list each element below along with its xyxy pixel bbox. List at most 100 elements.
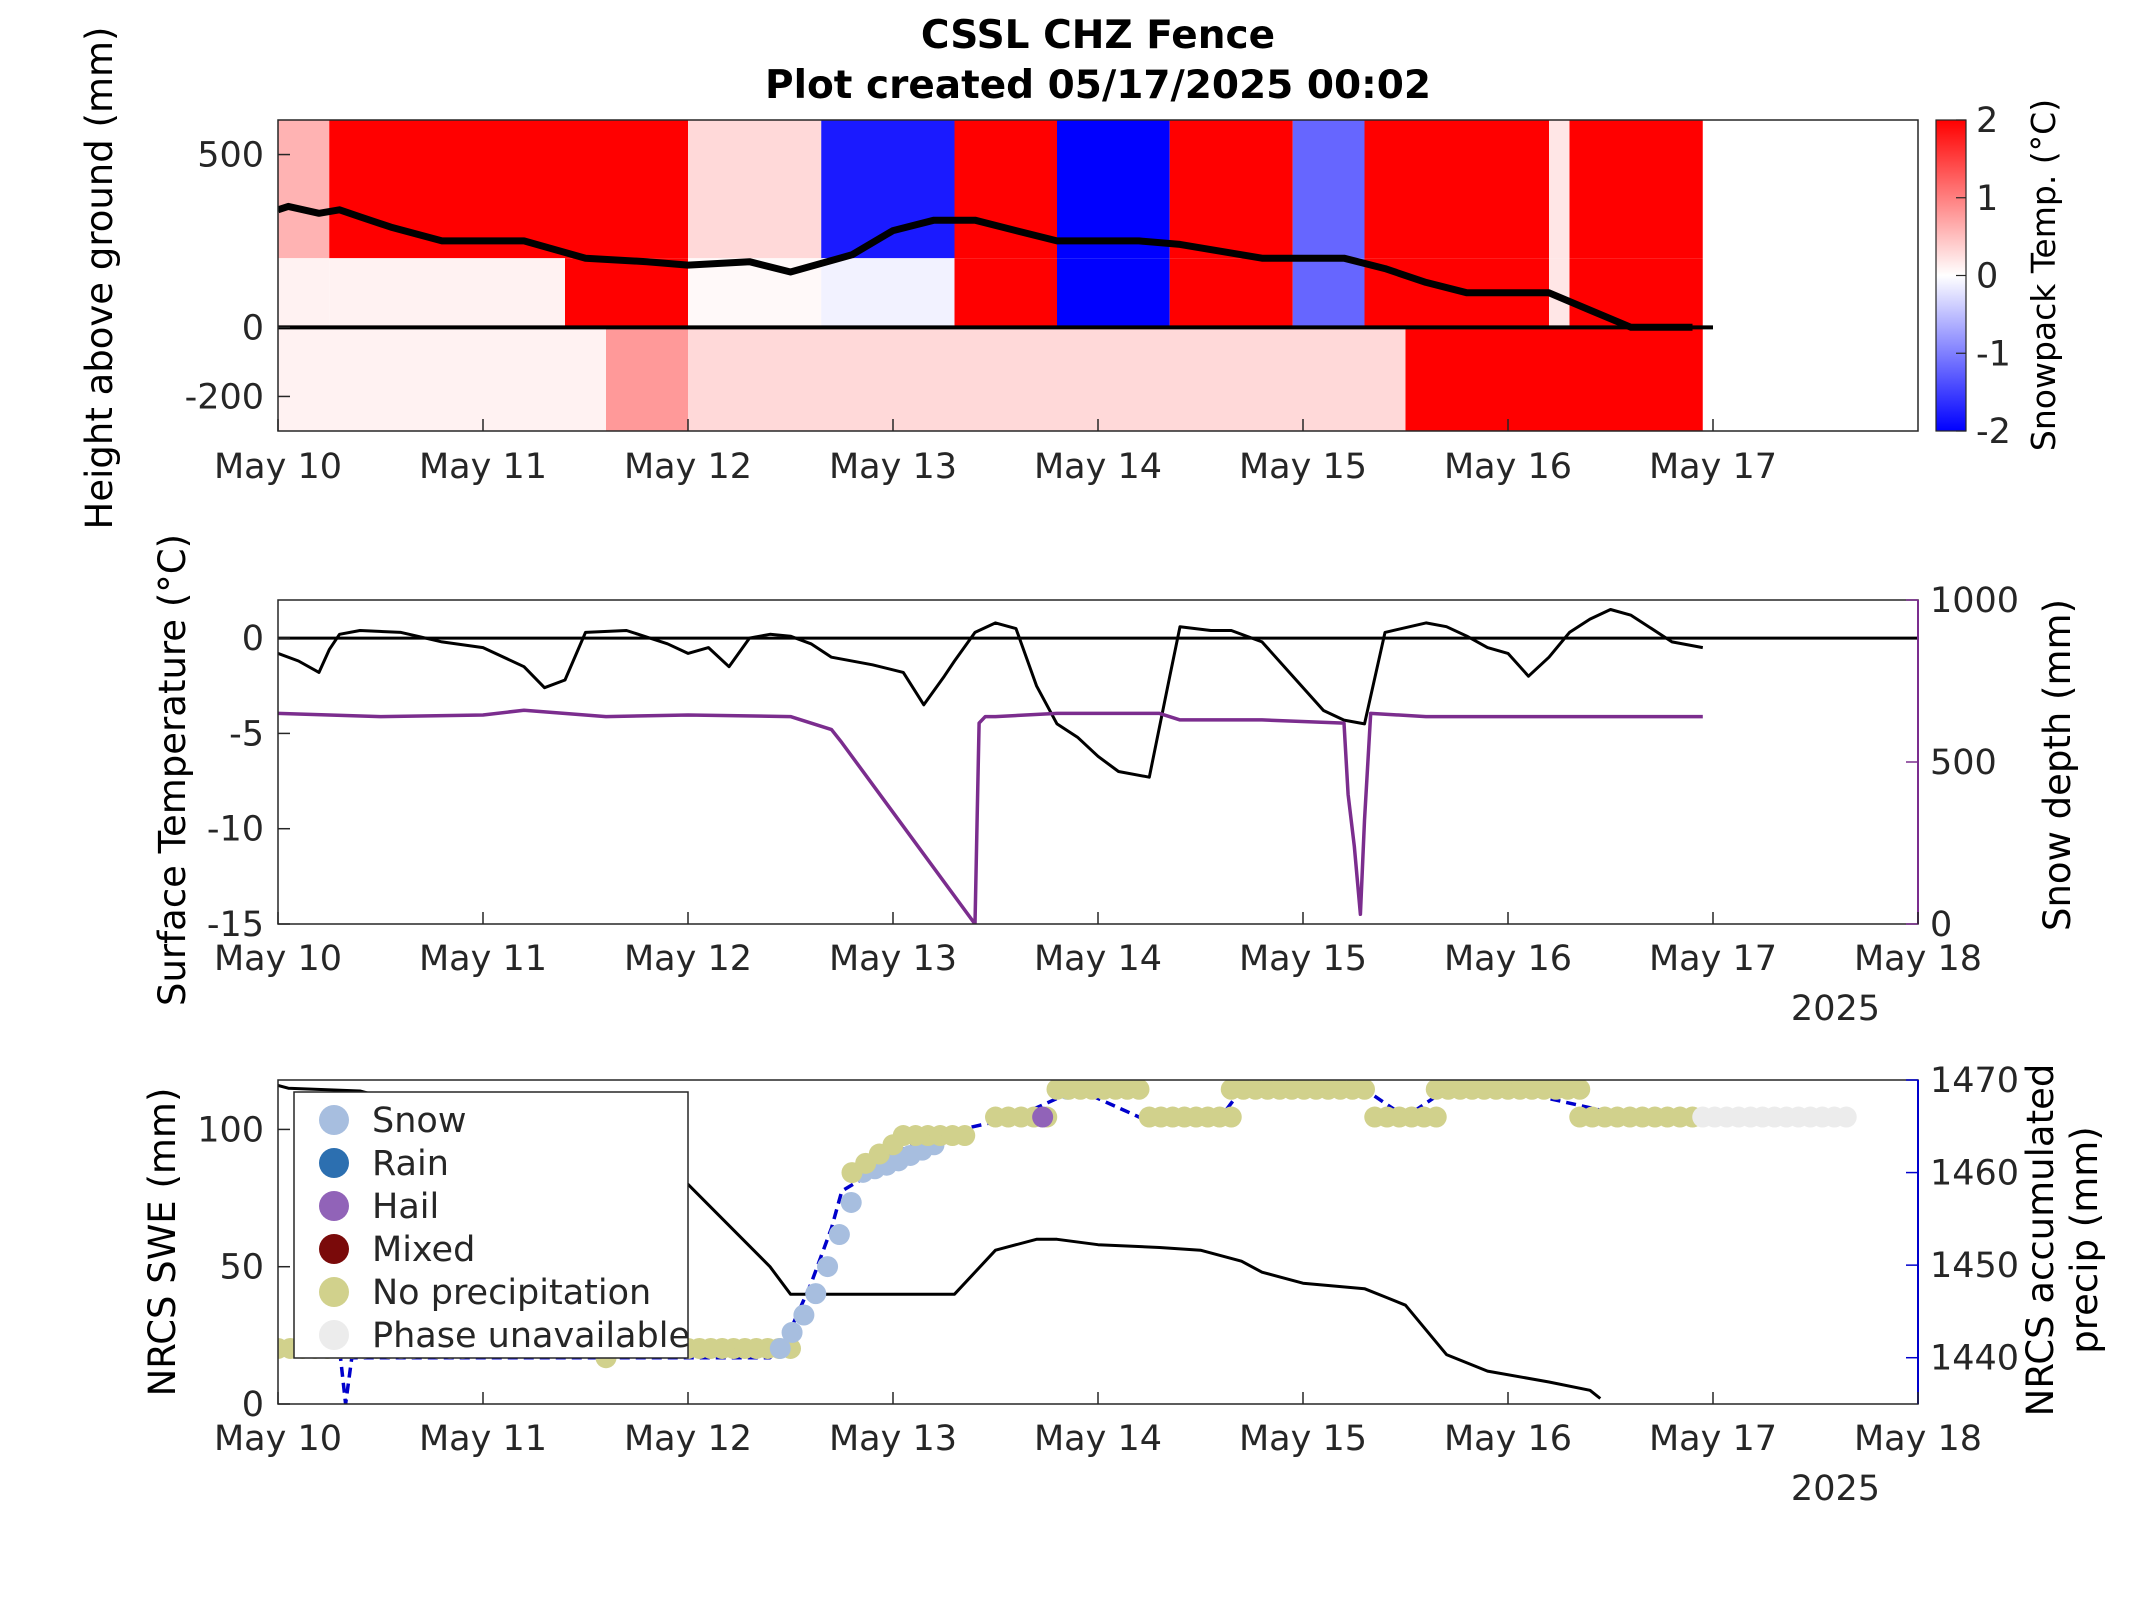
y-tick-label: -200 [185,377,264,417]
colorbar-tick-label: 1 [1976,179,1998,219]
snow-depth-line [278,708,1703,924]
heatmap-cell-ground [688,327,1406,431]
phase-point [781,1321,803,1343]
legend-label: Mixed [372,1230,475,1270]
heatmap-cell-lower [1057,258,1170,328]
surface-y-label: Surface Temperature (°C) [151,534,194,1006]
heatmap-cell-upper [565,120,688,259]
heatmap-cell-upper [278,120,330,259]
phase-point [769,1337,791,1359]
precip-y-label: NRCS accumulatedprecip (mm) [2019,1064,2106,1417]
phase-point [1835,1106,1857,1128]
heatmap-cell-ground [278,327,606,431]
snow-depth-y-label: Snow depth (mm) [2036,599,2079,931]
colorbar-tick-label: -2 [1976,412,2011,452]
x-tick-label: May 16 [1444,1419,1572,1459]
heatmap-cell-upper [688,120,822,259]
x-tick-label: May 10 [214,1419,342,1459]
y-tick-label: -10 [207,810,264,850]
heatmap-cell-upper [1364,120,1549,259]
nrcs-panel: 100 50 0 1470 1460 1450 1440 May 10 May 11 May 12… [141,1061,2106,1509]
x-tick-label: May 15 [1239,1419,1367,1459]
x-tick-label: May 10 [214,447,342,487]
legend-label: Snow [372,1101,466,1141]
y2-tick-label: 0 [1930,905,1952,945]
legend-label: Phase unavailable [372,1316,690,1356]
x-tick-label: May 11 [419,939,547,979]
heatmap-cell-lower [954,258,1057,328]
y2-tick-label: 1450 [1930,1246,2019,1286]
snow-surface-line [278,202,1693,331]
x-tick-label: May 15 [1239,447,1367,487]
heatmap-cell-upper [1292,120,1365,259]
y-tick-label: -15 [207,905,264,945]
phase-point [793,1304,815,1326]
phase-point [805,1283,827,1305]
legend-marker [319,1277,349,1307]
heatmap-cell-lower [329,258,565,328]
heatmap-cell-lower [1169,258,1293,328]
legend-label: Rain [372,1144,449,1184]
x-tick-label: May 12 [624,1419,752,1459]
y2-tick-label: 1440 [1930,1339,2019,1379]
legend-marker [319,1320,349,1350]
x-tick-label: May 11 [419,447,547,487]
colorbar: 2 1 0 -1 -2 Snowpack Temp. (°C) [1935,99,2063,452]
surface-year-label: 2025 [1791,989,1880,1029]
x-tick-label: May 18 [1854,939,1982,979]
heatmap-cell-lower [1292,258,1365,328]
x-tick-label: May 17 [1649,939,1777,979]
y-tick-label: 0 [242,308,264,348]
heatmap-cell-lower [821,258,955,328]
heatmap-cell-upper [1569,120,1703,259]
y-tick-label: 50 [219,1248,264,1288]
legend-marker [319,1148,349,1178]
heatmap-cell-upper [1057,120,1170,259]
x-tick-label: May 15 [1239,939,1367,979]
colorbar-label: Snowpack Temp. (°C) [2024,99,2063,451]
swe-y-label: NRCS SWE (mm) [141,1088,184,1397]
x-tick-label: May 12 [624,939,752,979]
x-tick-label: May 10 [214,939,342,979]
y2-tick-label: 500 [1930,743,1997,783]
snowpack-y-label: Height above ground (mm) [78,27,121,530]
heatmap-cell-lower [278,258,330,328]
heatmap-cell-upper [1549,120,1570,259]
legend-marker [319,1105,349,1135]
colorbar-tick-label: -1 [1976,334,2011,374]
x-tick-label: May 12 [624,447,752,487]
phase-point [840,1191,862,1213]
precip-y-label-line2: precip (mm) [2063,1126,2106,1353]
x-tick-label: May 11 [419,1419,547,1459]
snowpack-panel: 500 0 -200 May 10 May 11 May 12 May 13 May 14 Ma… [78,27,1919,530]
x-tick-label: May 18 [1854,1419,1982,1459]
y-tick-label: 0 [242,619,264,659]
y-tick-label: 0 [242,1385,264,1425]
y-tick-label: -5 [229,714,264,754]
phase-point [1220,1106,1242,1128]
phase-point [817,1256,839,1278]
precip-y-label-line1: NRCS accumulated [2019,1064,2062,1417]
heatmap-cell-ground [606,327,688,431]
surface-panel: 0 -5 -10 -15 1000 500 0 May 10 May 11 May 12 May 1… [151,534,2079,1029]
y2-tick-label: 1000 [1930,581,2019,621]
phase-point [1032,1106,1054,1128]
x-tick-label: May 16 [1444,939,1572,979]
legend-marker [319,1234,349,1264]
legend-label: No precipitation [372,1273,651,1313]
heatmap-cell-upper [329,120,565,259]
y2-tick-label: 1460 [1930,1154,2019,1194]
phase-point [1569,1080,1591,1100]
colorbar-tick-label: 0 [1976,257,1998,297]
heatmap-cell-lower [1549,258,1570,328]
legend-marker [319,1191,349,1221]
heatmap-cell-lower [1569,258,1703,328]
heatmap-cell-lower [565,258,688,328]
x-tick-label: May 13 [829,447,957,487]
x-tick-label: May 14 [1034,447,1162,487]
phase-point [1128,1080,1150,1100]
chart-subtitle: Plot created 05/17/2025 00:02 [765,63,1431,108]
legend-label: Hail [372,1187,439,1227]
phase-point [1425,1106,1447,1128]
